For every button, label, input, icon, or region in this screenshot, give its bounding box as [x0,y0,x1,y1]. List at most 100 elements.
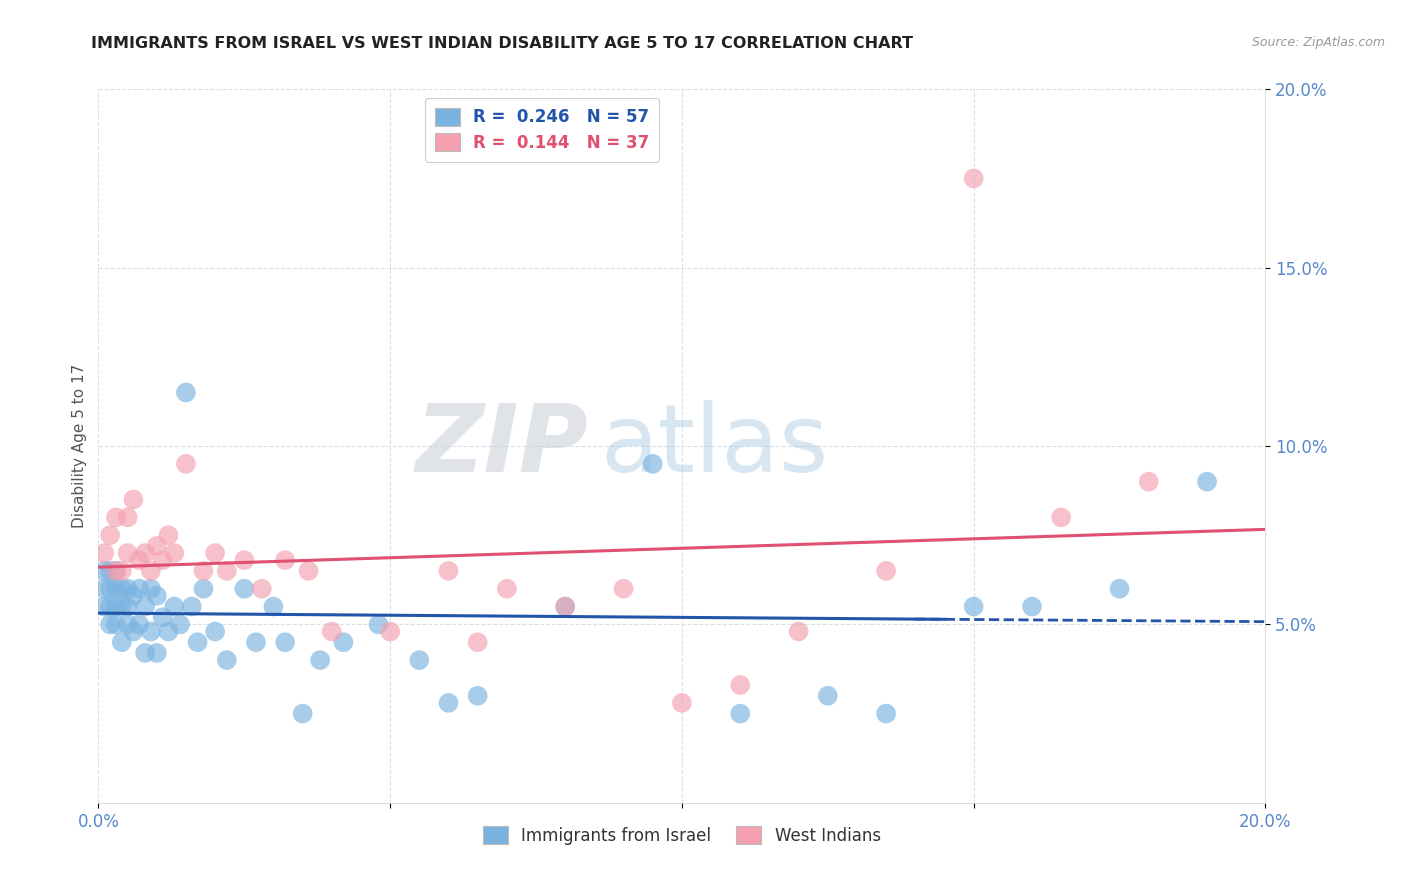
Point [117,582,139,596]
Point [122,492,145,507]
Point [139,624,162,639]
Y-axis label: Disability Age 5 to 17: Disability Age 5 to 17 [72,364,87,528]
Point [104,564,127,578]
Point [134,646,156,660]
Point [134,599,156,614]
Point [128,553,150,567]
Point [204,546,226,560]
Point [98,528,121,542]
Legend: Immigrants from Israel, West Indians: Immigrants from Israel, West Indians [477,820,887,852]
Point [875,706,897,721]
Point [554,599,576,614]
Point [146,539,169,553]
Point [291,706,314,721]
Point [245,635,267,649]
Point [104,510,127,524]
Point [134,546,156,560]
Point [467,635,489,649]
Text: atlas: atlas [600,400,828,492]
Point [122,589,145,603]
Point [233,553,256,567]
Point [174,457,197,471]
Point [612,582,634,596]
Point [1050,510,1073,524]
Point [98,582,121,596]
Point [157,624,180,639]
Point [467,689,489,703]
Point [98,599,121,614]
Point [408,653,430,667]
Point [104,599,127,614]
Point [233,582,256,596]
Point [962,171,984,186]
Point [730,678,752,692]
Point [117,546,139,560]
Point [250,582,273,596]
Point [104,617,127,632]
Point [787,624,810,639]
Point [152,610,174,624]
Point [111,599,134,614]
Point [111,564,134,578]
Point [193,582,215,596]
Point [496,582,519,596]
Text: IMMIGRANTS FROM ISRAEL VS WEST INDIAN DISABILITY AGE 5 TO 17 CORRELATION CHART: IMMIGRANTS FROM ISRAEL VS WEST INDIAN DI… [91,36,914,51]
Point [262,599,284,614]
Point [204,624,226,639]
Point [93,599,115,614]
Point [730,706,752,721]
Point [309,653,332,667]
Point [122,624,145,639]
Point [104,564,127,578]
Point [139,564,162,578]
Point [554,599,576,614]
Point [274,553,297,567]
Point [93,564,115,578]
Point [93,582,115,596]
Point [437,564,460,578]
Text: ZIP: ZIP [416,400,589,492]
Point [104,582,127,596]
Point [128,617,150,632]
Point [297,564,319,578]
Point [111,635,134,649]
Point [962,599,984,614]
Point [332,635,354,649]
Point [98,617,121,632]
Point [215,653,238,667]
Point [98,564,121,578]
Point [321,624,343,639]
Point [193,564,215,578]
Point [146,589,169,603]
Point [169,617,191,632]
Point [139,582,162,596]
Point [163,546,186,560]
Point [117,599,139,614]
Point [93,546,115,560]
Point [817,689,839,703]
Text: Source: ZipAtlas.com: Source: ZipAtlas.com [1251,36,1385,49]
Point [641,457,664,471]
Point [128,582,150,596]
Point [1108,582,1130,596]
Point [157,528,180,542]
Point [367,617,389,632]
Point [152,553,174,567]
Point [146,646,169,660]
Point [174,385,197,400]
Point [274,635,297,649]
Point [380,624,402,639]
Point [117,617,139,632]
Point [180,599,202,614]
Point [1137,475,1160,489]
Point [111,582,134,596]
Point [671,696,693,710]
Point [163,599,186,614]
Point [187,635,209,649]
Point [215,564,238,578]
Point [117,510,139,524]
Point [437,696,460,710]
Point [875,564,897,578]
Point [1195,475,1218,489]
Point [1021,599,1043,614]
